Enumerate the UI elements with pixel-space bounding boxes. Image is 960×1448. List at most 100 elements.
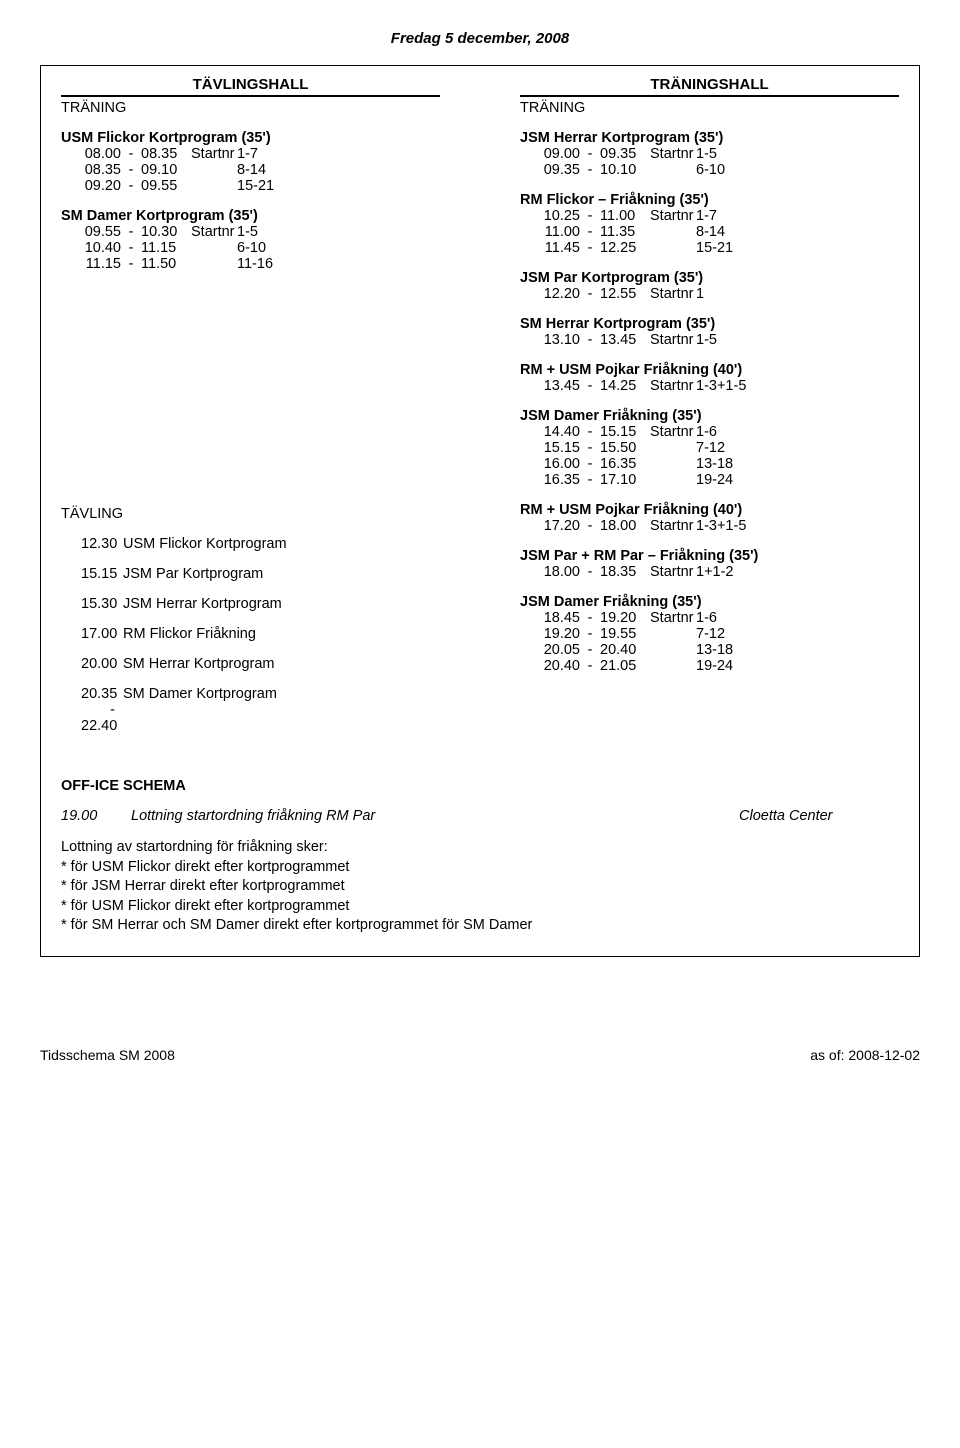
time-cell: 1 <box>696 286 726 302</box>
footer-right: as of: 2008-12-02 <box>810 1047 920 1063</box>
offschema-note: * för JSM Herrar direkt efter kortprogra… <box>61 877 899 897</box>
time-cell: Startnr <box>640 208 696 224</box>
schedule-block: SM Herrar Kortprogram (35')13.10-13.45St… <box>520 316 899 348</box>
time-cell: 1-5 <box>696 332 726 348</box>
schedule-block: USM Flickor Kortprogram (35')08.00-08.35… <box>61 130 440 194</box>
time-cell: 15-21 <box>237 178 267 194</box>
schedule-block: RM + USM Pojkar Friåkning (40')13.45-14.… <box>520 362 899 394</box>
time-cell: 1-5 <box>237 224 267 240</box>
time-cell <box>640 456 696 472</box>
tavling-row: 20.00SM Herrar Kortprogram <box>61 656 440 672</box>
time-row: 10.25-11.00Startnr1-7 <box>520 208 899 224</box>
time-cell: 09.55 <box>137 178 181 194</box>
time-row: 12.20-12.55Startnr1 <box>520 286 899 302</box>
time-cell: - <box>125 178 137 194</box>
time-cell: - <box>584 472 596 488</box>
schedule-block: JSM Herrar Kortprogram (35')09.00-09.35S… <box>520 130 899 178</box>
schedule-box: TÄVLINGSHALL TRÄNING USM Flickor Kortpro… <box>40 65 920 957</box>
time-cell: 7-12 <box>696 626 726 642</box>
time-row: 09.00-09.35Startnr1-5 <box>520 146 899 162</box>
tavling-label: TÄVLING <box>61 506 440 522</box>
time-cell: - <box>584 518 596 534</box>
time-cell: - <box>584 626 596 642</box>
time-row: 16.00-16.3513-18 <box>520 456 899 472</box>
block-title: RM + USM Pojkar Friåkning (40') <box>520 502 899 518</box>
time-cell: 10.10 <box>596 162 640 178</box>
time-row: 18.45-19.20Startnr1-6 <box>520 610 899 626</box>
offschema-row: 19.00 Lottning startordning friåkning RM… <box>61 808 899 824</box>
time-cell: Startnr <box>181 146 237 162</box>
time-cell: 10.30 <box>137 224 181 240</box>
time-cell: Startnr <box>640 286 696 302</box>
time-row: 18.00-18.35Startnr1+1-2 <box>520 564 899 580</box>
tavling-desc: SM Herrar Kortprogram <box>123 656 440 672</box>
time-cell: Startnr <box>640 424 696 440</box>
schedule-block: JSM Par Kortprogram (35')12.20-12.55Star… <box>520 270 899 302</box>
time-cell: 1-3+1-5 <box>696 518 726 534</box>
time-row: 11.00-11.358-14 <box>520 224 899 240</box>
tavling-row: 15.30JSM Herrar Kortprogram <box>61 596 440 612</box>
time-row: 11.15-11.5011-16 <box>61 256 440 272</box>
time-row: 16.35-17.1019-24 <box>520 472 899 488</box>
time-cell: 19.20 <box>540 626 584 642</box>
tavling-item: 20.00SM Herrar Kortprogram <box>61 656 440 672</box>
time-cell: Startnr <box>181 224 237 240</box>
time-row: 09.55-10.30Startnr1-5 <box>61 224 440 240</box>
offschema-desc: Lottning startordning friåkning RM Par <box>131 808 739 824</box>
right-traning-label: TRÄNING <box>520 100 899 116</box>
time-cell: 15.15 <box>596 424 640 440</box>
time-cell: 09.55 <box>81 224 125 240</box>
time-cell: - <box>584 610 596 626</box>
time-cell: 13.45 <box>540 378 584 394</box>
time-cell: 1+1-2 <box>696 564 726 580</box>
left-column: TÄVLINGSHALL TRÄNING USM Flickor Kortpro… <box>61 76 440 748</box>
time-cell <box>640 240 696 256</box>
time-cell: 11.50 <box>137 256 181 272</box>
time-cell: Startnr <box>640 564 696 580</box>
time-cell: 19.55 <box>596 626 640 642</box>
offschema-lead: Lottning av startordning för friåkning s… <box>61 838 899 858</box>
time-cell: Startnr <box>640 332 696 348</box>
schedule-block: JSM Par + RM Par – Friåkning (35')18.00-… <box>520 548 899 580</box>
schedule-block: JSM Damer Friåkning (35')18.45-19.20Star… <box>520 594 899 674</box>
time-cell: 14.40 <box>540 424 584 440</box>
time-cell: 17.20 <box>540 518 584 534</box>
time-cell: 1-6 <box>696 610 726 626</box>
time-row: 09.35-10.106-10 <box>520 162 899 178</box>
time-row: 08.00-08.35Startnr1-7 <box>61 146 440 162</box>
time-cell: 1-7 <box>237 146 267 162</box>
tavling-item: 20.35SM Damer Kortprogram- 22.40 <box>61 686 440 734</box>
time-cell: 09.35 <box>540 162 584 178</box>
schedule-block: SM Damer Kortprogram (35')09.55-10.30Sta… <box>61 208 440 272</box>
time-cell: Startnr <box>640 518 696 534</box>
tavling-desc: JSM Par Kortprogram <box>123 566 440 582</box>
time-cell: 13-18 <box>696 642 726 658</box>
time-cell: - <box>584 456 596 472</box>
time-cell: 1-7 <box>696 208 726 224</box>
time-cell: 17.10 <box>596 472 640 488</box>
tavling-desc <box>123 702 440 734</box>
time-cell: 21.05 <box>596 658 640 674</box>
time-cell: 12.55 <box>596 286 640 302</box>
time-cell: 11.00 <box>540 224 584 240</box>
time-cell <box>640 658 696 674</box>
time-cell <box>640 224 696 240</box>
time-cell: - <box>584 208 596 224</box>
time-cell: - <box>584 564 596 580</box>
time-cell <box>640 472 696 488</box>
right-hall-title: TRÄNINGSHALL <box>520 76 899 97</box>
time-row: 13.10-13.45Startnr1-5 <box>520 332 899 348</box>
time-cell: 08.35 <box>137 146 181 162</box>
time-cell <box>640 642 696 658</box>
time-cell: Startnr <box>640 378 696 394</box>
offschema-note: * för SM Herrar och SM Damer direkt efte… <box>61 916 899 936</box>
time-cell: 11-16 <box>237 256 267 272</box>
block-title: JSM Damer Friåkning (35') <box>520 594 899 610</box>
block-title: RM Flickor – Friåkning (35') <box>520 192 899 208</box>
tavling-item: 15.15JSM Par Kortprogram <box>61 566 440 582</box>
time-row: 15.15-15.507-12 <box>520 440 899 456</box>
offschema-time: 19.00 <box>61 808 131 824</box>
block-title: SM Herrar Kortprogram (35') <box>520 316 899 332</box>
tavling-desc: SM Damer Kortprogram <box>123 686 440 702</box>
time-cell: - <box>584 424 596 440</box>
